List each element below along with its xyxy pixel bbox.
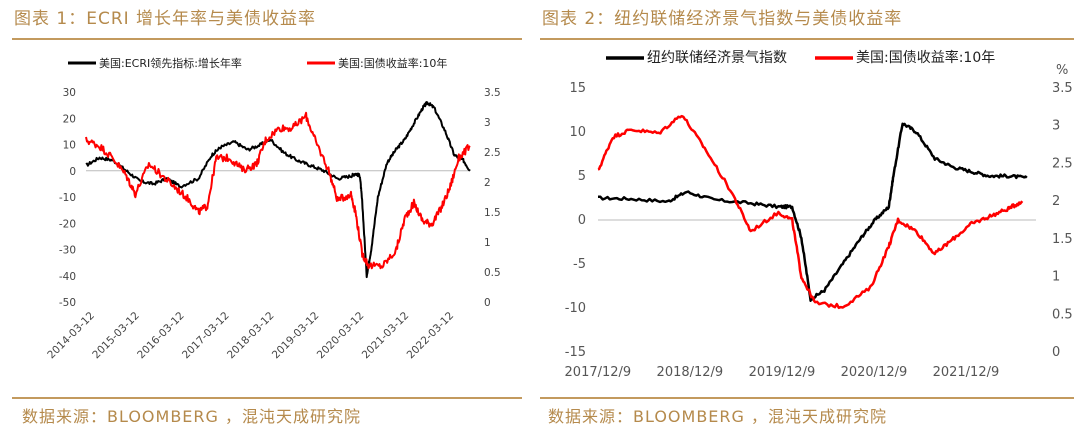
right-top-rule: [540, 38, 1074, 40]
right-y-tick-label: 1: [484, 237, 491, 249]
x-tick-label: 2014-03-12: [45, 310, 97, 362]
left-y-tick-label: 30: [63, 87, 76, 99]
left-y-tick-label: -10: [59, 192, 76, 204]
x-tick-label: 2018-03-12: [225, 310, 277, 362]
x-tick-label: 2020/12/9: [841, 365, 908, 380]
series-line-left-axis: [598, 122, 1028, 302]
left-top-rule: [12, 38, 522, 40]
left-chart-title: 图表 1：ECRI 增长年率与美债收益率: [14, 9, 317, 29]
left-y-tick-label: -5: [573, 257, 586, 272]
left-y-tick-label: 0: [69, 166, 76, 178]
series-line-right-axis: [85, 111, 471, 270]
left-bottom-rule: [12, 397, 522, 399]
right-y-tick-label: 1.5: [484, 207, 501, 219]
right-y-tick-label: 0: [484, 297, 491, 309]
x-tick-label: 2017/12/9: [565, 365, 632, 380]
x-tick-label: 2019/12/9: [749, 365, 816, 380]
right-y-tick-label: 2.5: [1052, 156, 1073, 171]
left-y-tick-label: 5: [578, 169, 586, 184]
right-y-tick-label: 0: [1052, 345, 1060, 360]
left-y-tick-label: -40: [59, 271, 76, 283]
x-tick-label: 2021-03-12: [360, 310, 412, 362]
right-y-tick-label: 3.5: [484, 87, 501, 99]
left-y-tick-label: 0: [578, 213, 586, 228]
right-y-tick-label: 1: [1052, 270, 1060, 285]
left-y-tick-label: -20: [59, 218, 76, 230]
right-y-tick-label: 3: [1052, 119, 1060, 134]
right-y-tick-label: 2: [484, 177, 491, 189]
x-tick-label: 2021/12/9: [933, 365, 1000, 380]
series-line-right-axis: [597, 114, 1024, 310]
left-chart-panel: 图表 1：ECRI 增长年率与美债收益率 30 20 10 0 -10 -20 -30 -40…: [0, 0, 530, 438]
left-chart-source: 数据来源：BLOOMBERG ，混沌天成研究院: [22, 407, 362, 426]
x-tick-label: 2016-03-12: [135, 310, 187, 362]
right-chart-panel: 图表 2：纽约联储经济景气指数与美债收益率 15 10 5 0 -5 -10 -15 3.5 3…: [540, 0, 1080, 438]
right-y-tick-label: 3: [484, 117, 491, 129]
left-y-tick-label: -30: [59, 245, 76, 257]
x-tick-label: 2022-03-12: [405, 310, 457, 362]
x-tick-label: 2020-03-12: [315, 310, 367, 362]
x-tick-label: 2018/12/9: [657, 365, 724, 380]
x-tick-label: 2017-03-12: [180, 310, 232, 362]
left-y-tick-label: -15: [565, 345, 586, 360]
legend-label: 美国:ECRI领先指标:增长年率: [99, 56, 242, 70]
right-chart-title: 图表 2：纽约联储经济景气指数与美债收益率: [542, 9, 903, 29]
left-y-tick-label: -50: [59, 297, 76, 309]
right-y-tick-label: 3.5: [1052, 81, 1073, 96]
ny-fed-yield-chart: 15 10 5 0 -5 -10 -15 3.5 3 2.5 2 1.5 1 0.5 0% 2017/12/9…: [565, 49, 1073, 380]
left-y-tick-label: -10: [565, 301, 586, 316]
legend-label: 纽约联储经济景气指数: [647, 50, 787, 66]
right-y-tick-label: 2: [1052, 194, 1060, 209]
x-tick-label: 2019-03-12: [270, 310, 322, 362]
left-y-tick-label: 15: [569, 81, 586, 96]
right-y-tick-label: 0.5: [484, 267, 501, 279]
x-tick-label: 2015-03-12: [90, 310, 142, 362]
right-y-tick-label: 1.5: [1052, 232, 1073, 247]
ecri-yield-chart: 30 20 10 0 -10 -20 -30 -40 -50 3.5 3 2.5 2 1.5 1 0.5 0 20…: [45, 56, 501, 362]
left-y-tick-label: 10: [63, 140, 76, 152]
right-y-tick-label: 2.5: [484, 147, 501, 159]
left-y-tick-label: 10: [569, 125, 586, 140]
legend-label: 美国:国债收益率:10年: [338, 56, 447, 70]
left-y-tick-label: 20: [63, 113, 76, 125]
right-bottom-rule: [540, 397, 1074, 399]
right-y-tick-label: 0.5: [1052, 307, 1073, 322]
legend-label: 美国:国债收益率:10年: [856, 49, 995, 66]
right-chart-source: 数据来源：BLOOMBERG ，混沌天成研究院: [548, 407, 888, 426]
right-y-unit: %: [1056, 63, 1068, 78]
